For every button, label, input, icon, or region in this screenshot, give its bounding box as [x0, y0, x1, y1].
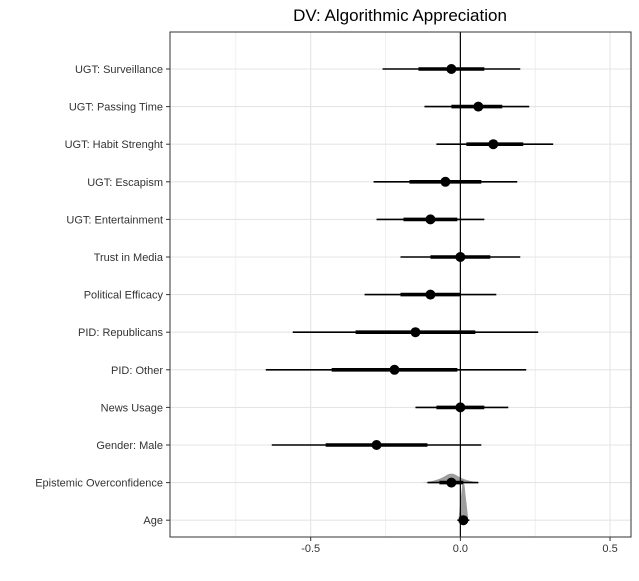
plot-panel-background — [170, 32, 631, 537]
point-estimate — [458, 515, 469, 526]
point-estimate — [425, 289, 436, 300]
y-tick-label: UGT: Entertainment — [66, 214, 163, 226]
y-tick-label: News Usage — [101, 402, 163, 414]
y-tick-label: PID: Republicans — [78, 327, 163, 339]
x-tick-label: -0.5 — [301, 543, 320, 555]
point-estimate — [371, 440, 382, 450]
point-estimate — [440, 176, 451, 187]
y-tick-label: UGT: Surveillance — [75, 64, 163, 76]
point-estimate — [455, 252, 466, 262]
y-axis-labels: UGT: Surveillance UGT: Passing Time UGT: H… — [35, 64, 170, 527]
y-tick-label: UGT: Passing Time — [69, 102, 163, 114]
y-tick-label: Trust in Media — [94, 252, 164, 264]
point-estimate — [410, 327, 421, 338]
point-estimate — [473, 101, 484, 112]
point-estimate — [446, 64, 457, 74]
y-tick-label: UGT: Escapism — [87, 177, 163, 189]
point-estimate — [425, 214, 436, 225]
y-tick-label: Age — [143, 515, 163, 527]
chart-title: DV: Algorithmic Appreciation — [293, 6, 507, 25]
y-tick-label: Gender: Male — [96, 440, 163, 452]
point-estimate — [446, 477, 457, 488]
point-estimate — [389, 364, 400, 375]
point-estimate — [488, 139, 499, 150]
y-tick-label: UGT: Habit Strenght — [65, 139, 163, 151]
x-tick-label: 0.0 — [453, 543, 468, 555]
y-tick-label: Political Efficacy — [84, 290, 164, 302]
marks-layer — [265, 64, 554, 526]
y-tick-label: PID: Other — [111, 365, 163, 377]
y-tick-label: Epistemic Overconfidence — [35, 478, 163, 490]
x-tick-label: 0.5 — [602, 543, 617, 555]
plot-panel-border — [169, 31, 632, 538]
point-estimate — [455, 402, 466, 413]
x-axis: -0.5 0.0 0.5 — [301, 537, 618, 555]
